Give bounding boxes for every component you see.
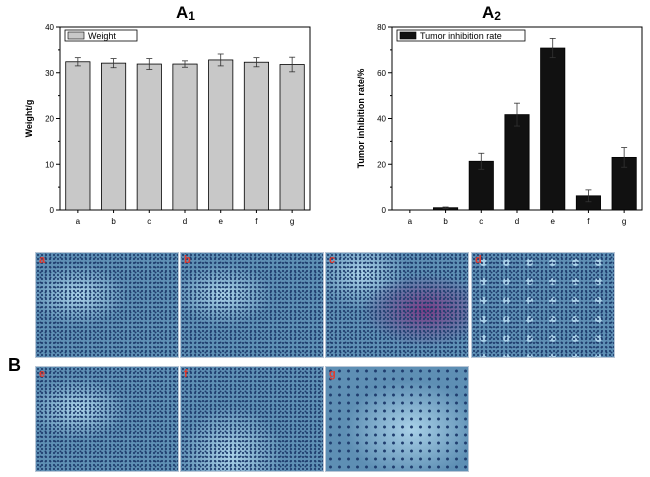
chart-a1-title: A1 — [176, 3, 195, 23]
inhibition-xtick-label-g: g — [622, 217, 626, 226]
micrograph-e: e — [35, 366, 179, 472]
inhibition-bar-e — [540, 47, 566, 211]
micrograph-label: f — [184, 368, 188, 380]
inhibition-legend-swatch — [399, 31, 417, 40]
inhibition-xtick-label-d: d — [515, 217, 519, 226]
inhibition-xtick-label-a: a — [408, 217, 413, 226]
micrograph-g: g — [325, 366, 469, 472]
weight-legend-box — [64, 29, 138, 42]
inhibition-xtick-label-b: b — [443, 217, 448, 226]
inhibition-ytick-label: 60 — [377, 69, 386, 78]
micrograph-label: d — [475, 254, 482, 266]
weight-bar-e — [208, 59, 234, 211]
micrograph-image — [326, 367, 468, 471]
micrograph-label: c — [329, 254, 336, 266]
inhibition-xtick-label-e: e — [550, 217, 555, 226]
chart-a1-title-sub: 1 — [188, 9, 195, 23]
inhibition-ytick-label: 80 — [377, 23, 386, 32]
weight-ylabel: Weight/g — [24, 100, 34, 138]
micrograph-image — [36, 367, 178, 471]
inhibition-bar-g — [611, 156, 637, 211]
weight-xtick-label-g: g — [290, 217, 294, 226]
inhibition-ytick-label: 20 — [377, 160, 386, 169]
weight-xtick-label-a: a — [76, 217, 81, 226]
weight-xtick-label-e: e — [218, 217, 223, 226]
micrograph-label: a — [39, 254, 46, 266]
micrograph-image — [181, 253, 323, 357]
weight-ytick-label: 0 — [50, 206, 55, 215]
micrograph-image — [326, 253, 468, 357]
weight-bar-c — [136, 63, 162, 211]
inhibition-xtick-label-c: c — [479, 217, 483, 226]
inhibition-legend-box — [396, 29, 526, 42]
micrograph-a: a — [35, 252, 179, 358]
micrograph-image — [181, 367, 323, 471]
weight-legend-swatch — [67, 31, 85, 40]
weight-ytick-label: 10 — [45, 160, 54, 169]
weight-bar-g — [279, 64, 305, 211]
inhibition-xtick-label-f: f — [587, 217, 590, 226]
micrograph-c: c — [325, 252, 469, 358]
chart-a2-title-sub: 2 — [494, 9, 501, 23]
weight-xtick-label-d: d — [183, 217, 187, 226]
inhibition-ytick-label: 0 — [382, 206, 387, 215]
weight-ytick-label: 40 — [45, 23, 54, 32]
micrograph-image — [472, 253, 614, 357]
weight-ytick-label: 20 — [45, 115, 54, 124]
weight-xtick-label-b: b — [111, 217, 116, 226]
weight-xtick-label-f: f — [255, 217, 258, 226]
micrograph-image — [36, 253, 178, 357]
chart-a1-title-main: A — [176, 3, 189, 22]
inhibition-ytick-label: 40 — [377, 115, 386, 124]
charts-svg: 0 10 20 30 40 Weight/g a b c d e f g Weight 0 20 40 60 80 T… — [24, 23, 643, 226]
weight-legend-label: Weight — [88, 31, 116, 41]
weight-bar-d — [172, 63, 198, 211]
weight-bar-f — [243, 61, 269, 211]
inhibition-ylabel: Tumor inhibition rate/% — [356, 69, 366, 169]
weight-bar-b — [101, 62, 127, 211]
inhibition-bar-d — [504, 114, 530, 211]
micrograph-label: e — [39, 368, 46, 380]
panel-b-label: B — [8, 355, 21, 375]
micrograph-label: b — [184, 254, 191, 266]
micrograph-label: g — [329, 368, 336, 380]
micrograph-f: f — [180, 366, 324, 472]
weight-ytick-label: 30 — [45, 69, 54, 78]
micrograph-d: d — [471, 252, 615, 358]
chart-a2-title-main: A — [482, 3, 495, 22]
micrograph-b: b — [180, 252, 324, 358]
chart-a2-title: A2 — [482, 3, 501, 23]
weight-bar-a — [65, 61, 91, 211]
weight-xtick-label-c: c — [147, 217, 151, 226]
inhibition-legend-label: Tumor inhibition rate — [420, 31, 502, 41]
